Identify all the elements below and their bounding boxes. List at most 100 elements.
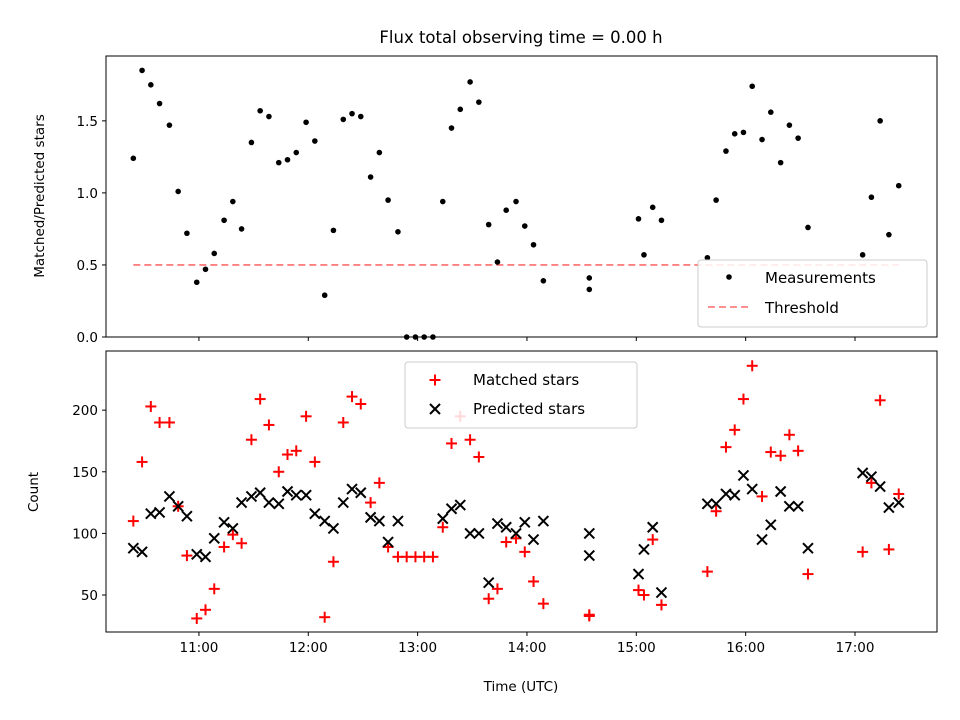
matched-star-point (756, 490, 768, 502)
predicted-star-point (218, 516, 230, 529)
measurement-point (540, 278, 547, 284)
matched-star-point (710, 505, 722, 517)
measurement-point (376, 149, 383, 156)
measurement-point (385, 197, 391, 203)
ratio-legend: Measurements Threshold (697, 259, 928, 328)
predicted-star-point (172, 500, 184, 512)
matched-star-point (200, 604, 212, 616)
measurement-point (312, 138, 318, 144)
measurement-point (303, 119, 309, 126)
predicted-star-point (355, 487, 367, 499)
measurements-legend-marker (726, 274, 732, 280)
predicted-star-point (245, 490, 258, 503)
measurement-point (723, 148, 729, 154)
matched-star-point (500, 536, 512, 548)
predicted-star-point (746, 483, 758, 495)
measurement-point (768, 109, 774, 115)
measurement-point (777, 159, 784, 166)
matched-star-point (127, 515, 139, 527)
matched-star-point (746, 360, 758, 372)
measurement-point (248, 139, 255, 146)
predicted-star-point (500, 521, 512, 533)
matched-star-point (208, 583, 220, 595)
matched-star-point (263, 419, 275, 431)
predicted-star-point (729, 489, 741, 501)
measurement-point (293, 149, 300, 156)
predicted-star-point (273, 498, 285, 510)
measurement-point (395, 229, 401, 235)
count-y-tick-label: 200 (72, 403, 98, 419)
matched-star-point (191, 612, 203, 624)
ratio-y-axis-label: Matched/Predicted stars (32, 114, 48, 277)
matched-star-point (136, 456, 148, 468)
predicted-star-point (527, 533, 540, 546)
measurement-point (139, 67, 145, 74)
matched-star-point (528, 575, 540, 587)
predicted-star-point (792, 500, 804, 512)
predicted-star-point (364, 511, 377, 524)
matched-star-point (437, 521, 449, 533)
matched-star-point (519, 546, 531, 558)
matched-star-point (346, 391, 358, 403)
matched-star-point (883, 543, 895, 555)
measurement-point (330, 227, 337, 234)
measurement-point (357, 113, 364, 120)
count-y-ticks: 50 100 150 200 (72, 403, 106, 604)
matched-star-point (218, 541, 230, 553)
measurement-point (448, 125, 455, 131)
predicted-star-point (865, 471, 878, 483)
predicted-star-point (701, 498, 714, 510)
measurement-point (439, 198, 446, 205)
matched-star-point (720, 441, 732, 453)
predicted-star-point (647, 521, 659, 533)
measurement-point (367, 174, 374, 180)
matched-star-point (483, 593, 495, 605)
matched-star-point (464, 434, 476, 446)
measurement-point (230, 198, 236, 205)
predicted-star-point (537, 515, 550, 527)
predicted-star-point (774, 485, 787, 498)
measurement-point (877, 118, 883, 124)
predicted-star-point (199, 551, 212, 563)
predicted-star-point (346, 483, 358, 495)
ratio-y-ticks: 0.0 0.5 1.0 1.5 (77, 114, 106, 346)
measurement-point (513, 198, 519, 205)
ratio-x-ticks (198, 337, 856, 341)
measurement-points (130, 67, 902, 340)
matched-star-point (647, 534, 659, 546)
matched-star-point (737, 393, 749, 405)
measurement-point (749, 83, 756, 90)
measurement-point (886, 231, 892, 238)
count-x-tick-label: 17:00 (836, 640, 875, 656)
count-x-tick-label: 16:00 (726, 640, 765, 656)
threshold-legend-label: Threshold (764, 299, 839, 317)
measurement-point (340, 116, 347, 123)
matched-star-point (300, 410, 312, 422)
predicted-star-point (655, 586, 668, 599)
predicted-star-point (756, 533, 768, 546)
matched-star-point (327, 556, 339, 568)
measurement-point (467, 79, 473, 85)
matched-star-point (638, 589, 650, 601)
matched-star-point (145, 400, 157, 412)
matched-star-point (655, 599, 667, 611)
matched-star-point (282, 449, 294, 461)
predicted-star-point (309, 507, 321, 520)
predicted-star-point (263, 496, 275, 509)
chart-title: Flux total observing time = 0.00 h (379, 28, 662, 47)
ratio-y-tick-label: 1.0 (77, 186, 98, 202)
predicted-star-point (583, 549, 595, 562)
predicted-star-point (300, 489, 312, 501)
measurement-point (859, 252, 866, 258)
measurement-point (731, 131, 738, 137)
ratio-panel: Flux total observing time = 0.00 h 0.00.… (32, 28, 938, 346)
matched-star-point (792, 445, 804, 457)
matched-star-point (729, 424, 741, 436)
measurement-point (795, 135, 801, 141)
matched-star-point (427, 551, 439, 563)
predicted-star-point (638, 543, 650, 556)
measurement-point (530, 241, 537, 248)
ratio-y-tick-label: 0.5 (77, 258, 98, 274)
matched-star-point (227, 529, 239, 541)
